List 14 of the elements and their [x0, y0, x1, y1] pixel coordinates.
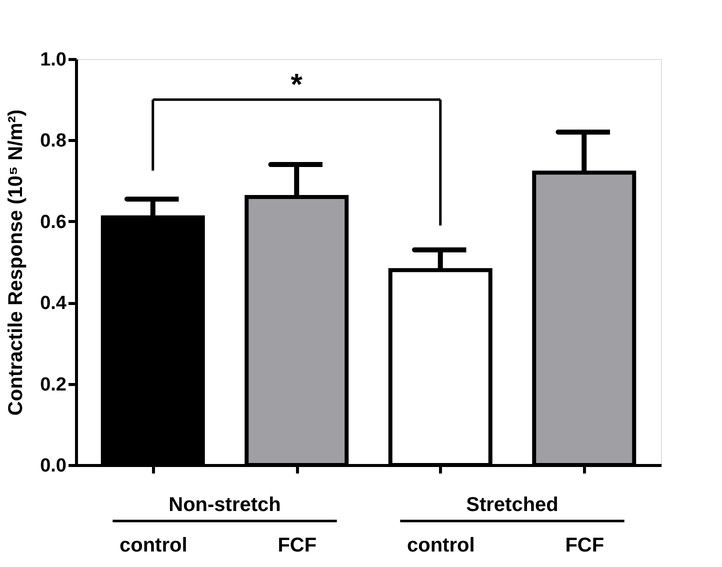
annotation: * [290, 68, 303, 102]
x-tick-label: control [119, 534, 188, 556]
y-tick-label: 0.2 [40, 374, 66, 396]
y-tick-label: 0.0 [40, 456, 66, 476]
x-tick-label: control [406, 534, 475, 556]
x-tick-label: FCF [278, 534, 317, 556]
y-tick-label: 0.4 [40, 293, 67, 314]
y-tick-label: 0.6 [40, 212, 66, 233]
text: Stretched [466, 494, 558, 516]
text: Non-stretch [168, 494, 281, 516]
y-tick-label: 1.0 [40, 50, 66, 70]
y-axis-title: Contractile Response (10⁵ N/m²) [5, 109, 28, 416]
y-tick-label: 0.8 [40, 130, 66, 152]
x-tick-label: FCF [565, 534, 604, 556]
